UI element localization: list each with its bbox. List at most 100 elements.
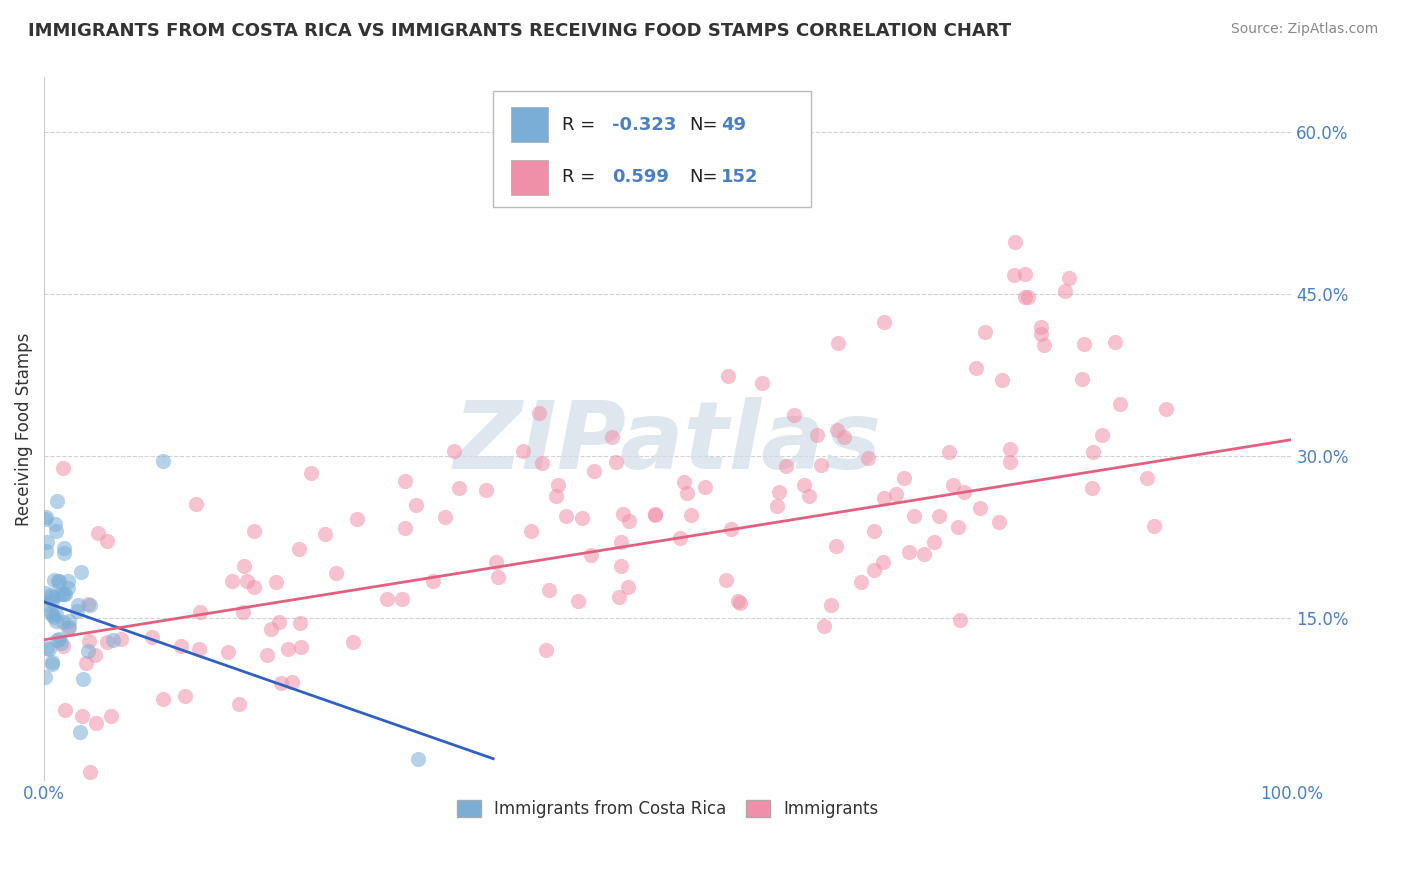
Point [52,615,75,629]
Point [34,586,56,600]
Point [827,335,849,350]
Point [644,507,666,521]
Point [49,636,72,650]
Point [1091,427,1114,442]
Point [567,593,589,607]
Point [893,471,915,485]
Point [1070,372,1092,386]
Point [58,615,80,629]
Point [1057,270,1080,285]
Point [44,573,66,587]
Point [751,376,773,390]
Point [1017,290,1039,304]
Point [342,635,364,649]
Point [554,508,576,523]
Point [152,691,174,706]
Point [681,508,703,523]
Point [84,715,107,730]
Point [873,491,896,506]
Point [48,574,70,588]
Point [717,369,740,384]
Point [170,639,193,653]
Point [1033,337,1056,351]
Point [990,373,1012,387]
Point [394,521,416,535]
Point [314,527,336,541]
Point [903,509,925,524]
Point [34,511,56,525]
Point [346,512,368,526]
Point [221,574,243,588]
Point [607,590,630,604]
Text: 0.599: 0.599 [612,169,668,186]
Point [79,599,101,613]
Point [644,508,666,522]
Point [53,586,76,600]
Point [290,640,312,654]
Point [83,648,105,662]
Point [270,676,292,690]
Point [77,597,100,611]
Point [53,703,76,717]
Point [832,429,855,443]
Point [217,645,239,659]
Point [75,657,97,671]
Point [79,764,101,779]
Point [70,565,93,579]
Point [485,555,508,569]
Point [288,541,311,556]
Point [537,583,560,598]
Point [946,520,969,534]
Point [942,477,965,491]
Point [277,642,299,657]
Point [256,648,278,662]
Point [768,485,790,500]
Point [1029,326,1052,341]
Point [775,458,797,473]
Point [851,575,873,590]
Point [862,524,884,538]
Point [605,455,627,469]
Point [87,526,110,541]
Point [41,591,63,605]
Point [727,593,749,607]
Point [447,481,470,495]
Point [1081,445,1104,459]
Text: IMMIGRANTS FROM COSTA RICA VS IMMIGRANTS RECEIVING FOOD STAMPS CORRELATION CHART: IMMIGRANTS FROM COSTA RICA VS IMMIGRANTS… [28,22,1011,40]
Point [38,642,60,657]
Point [45,524,67,538]
Point [1073,337,1095,351]
Point [37,640,59,655]
Point [56,574,79,588]
Text: -0.323: -0.323 [612,116,676,134]
Point [422,574,444,589]
Point [720,522,742,536]
Text: ZIPatlas: ZIPatlas [454,397,882,489]
Point [872,555,894,569]
Point [39,587,62,601]
Point [609,535,631,549]
Point [141,630,163,644]
Point [52,461,75,475]
Point [96,534,118,549]
Point [676,486,699,500]
Point [35,535,58,549]
Point [110,632,132,647]
Point [58,621,80,635]
Point [39,606,62,620]
Text: Source: ZipAtlas.com: Source: ZipAtlas.com [1230,22,1378,37]
Point [45,607,67,622]
Point [475,483,498,497]
Point [264,574,287,589]
Point [782,408,804,422]
Point [952,484,974,499]
Point [233,558,256,573]
Point [806,427,828,442]
Point [1000,455,1022,469]
Point [938,445,960,459]
Point [1004,235,1026,250]
Point [288,615,311,630]
Point [988,515,1011,529]
Point [824,539,846,553]
Point [1081,481,1104,495]
